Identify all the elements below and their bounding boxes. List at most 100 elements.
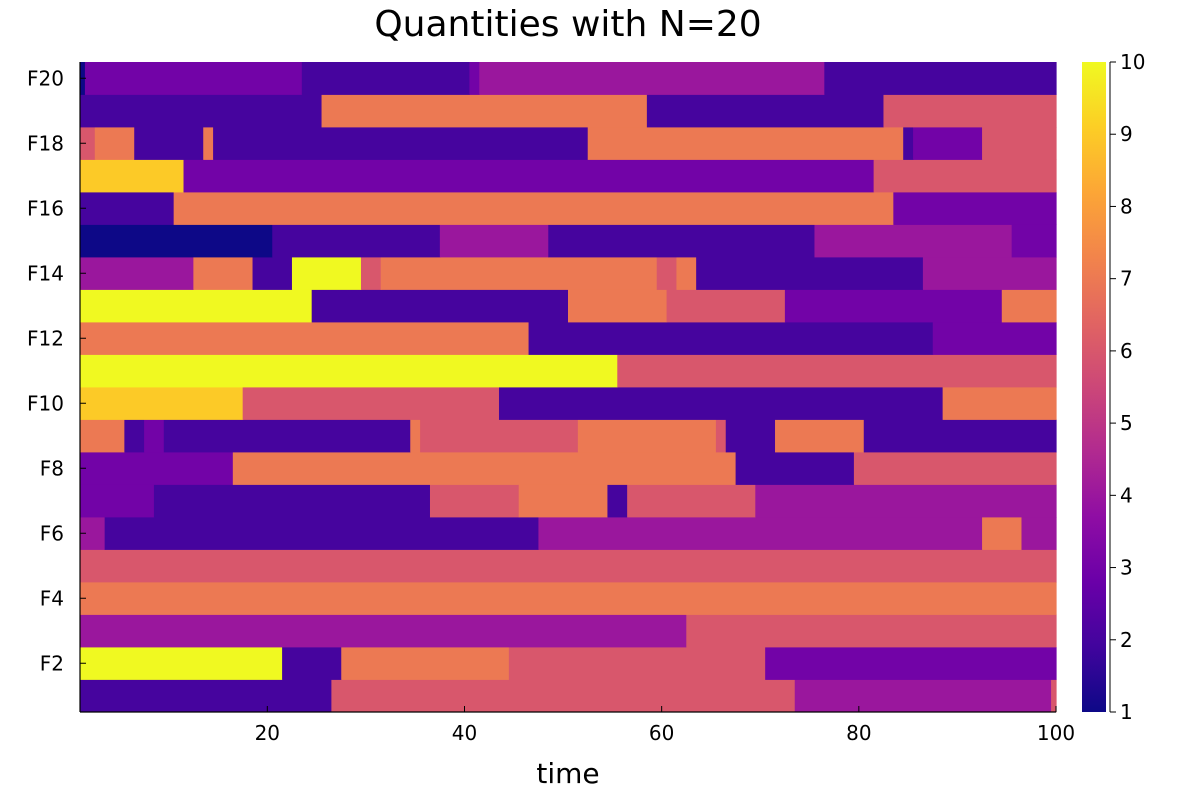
heatmap-cell xyxy=(80,452,234,485)
y-tick-label: F16 xyxy=(27,196,64,220)
colorbar-tick-label: 4 xyxy=(1120,483,1133,507)
heatmap-cell xyxy=(301,62,471,95)
heatmap-cell xyxy=(80,354,618,388)
x-tick-label: 80 xyxy=(846,721,871,745)
heatmap-cell xyxy=(80,647,283,680)
heatmap-cell xyxy=(80,387,244,420)
heatmap-cell xyxy=(1051,679,1057,713)
heatmap-cell xyxy=(518,484,609,518)
y-tick-label: F6 xyxy=(40,521,64,545)
heatmap-cell xyxy=(1011,224,1057,258)
x-tick-label: 20 xyxy=(255,721,280,745)
heatmap-cell xyxy=(420,419,579,453)
heatmap-cell xyxy=(183,159,875,193)
heatmap-cell xyxy=(360,257,382,290)
heatmap-cell xyxy=(341,647,510,680)
heatmap-cell xyxy=(942,387,1057,420)
y-tick-label: F14 xyxy=(27,261,64,285)
heatmap-cell xyxy=(528,322,934,355)
heatmap-cell xyxy=(84,62,303,95)
heatmap-cell xyxy=(696,257,924,290)
heatmap-cell xyxy=(824,62,1057,95)
heatmap-cell xyxy=(922,257,1057,290)
colorbar: 1 2 3 4 5 6 7 8 9 10 xyxy=(1082,50,1145,724)
heatmap-cell xyxy=(617,354,1057,388)
heatmap-cell xyxy=(80,224,273,258)
heatmap-cell xyxy=(666,289,786,323)
heatmap-cell xyxy=(548,224,816,258)
heatmap-cell xyxy=(932,322,1057,355)
colorbar-tick-label: 10 xyxy=(1120,50,1145,74)
x-tick-label: 60 xyxy=(649,721,674,745)
colorbar-tick-label: 5 xyxy=(1120,411,1133,435)
colorbar-tick-label: 7 xyxy=(1120,267,1133,291)
colorbar-tick-label: 6 xyxy=(1120,339,1133,363)
heatmap-cell xyxy=(794,679,1052,713)
heatmap-cell xyxy=(913,127,983,160)
colorbar-tick-label: 8 xyxy=(1120,194,1133,218)
heatmap-cell xyxy=(715,419,727,453)
heatmap-cell xyxy=(784,289,1003,323)
heatmap-cell xyxy=(232,452,737,485)
heatmap-cell xyxy=(80,322,530,355)
heatmap-cell xyxy=(1001,289,1057,323)
heatmap-cell xyxy=(163,419,411,453)
heatmap-cell xyxy=(94,127,135,160)
heatmap-cell xyxy=(735,452,855,485)
heatmap-cell xyxy=(508,647,766,680)
heatmap-cell xyxy=(380,257,658,290)
heatmap-cell xyxy=(646,94,885,128)
heatmap-cell xyxy=(893,192,1057,225)
heatmap-cell xyxy=(686,614,1057,648)
x-axis-label: time xyxy=(536,757,599,790)
heatmap-cell xyxy=(213,127,589,160)
heatmap-cell xyxy=(439,224,549,258)
heatmap-cell xyxy=(814,224,1013,258)
heatmap-cell xyxy=(765,647,1057,680)
heatmap-cell xyxy=(331,679,796,713)
heatmap-cell xyxy=(104,517,540,550)
heatmap-cell xyxy=(173,192,894,225)
heatmap-cell xyxy=(607,484,628,518)
y-tick-label: F18 xyxy=(27,131,64,155)
heatmap-cell xyxy=(498,387,944,420)
heatmap-cell xyxy=(242,387,500,420)
heatmap-cell xyxy=(725,419,776,453)
chart-title: Quantities with N=20 xyxy=(374,4,761,45)
heatmap-cell xyxy=(568,289,668,323)
x-tick-label: 40 xyxy=(452,721,477,745)
heatmap-cell xyxy=(577,419,717,453)
heatmap-cell xyxy=(291,257,362,290)
heatmap-cell xyxy=(656,257,678,290)
colorbar-gradient xyxy=(1082,62,1106,712)
heatmap-cells xyxy=(80,62,1057,713)
heatmap-cell xyxy=(627,484,756,518)
heatmap-cell xyxy=(755,484,1057,518)
y-tick-label: F20 xyxy=(27,66,64,90)
x-tick-label: 100 xyxy=(1037,721,1075,745)
heatmap-cell xyxy=(282,647,342,680)
heatmap-cell xyxy=(80,159,185,193)
y-tick-label: F4 xyxy=(40,586,64,610)
heatmap-cell xyxy=(80,127,96,160)
heatmap-cell xyxy=(80,679,332,713)
heatmap-cell xyxy=(80,549,1057,583)
heatmap-cell xyxy=(80,419,125,453)
heatmap-cell xyxy=(80,289,313,323)
heatmap-cell xyxy=(863,419,1057,453)
heatmap-cell xyxy=(203,127,214,160)
heatmap-cell xyxy=(883,94,1057,128)
heatmap-cell xyxy=(124,419,145,453)
heatmap-cell xyxy=(587,127,904,160)
heatmap-cell xyxy=(272,224,441,258)
heatmap-cell xyxy=(1021,517,1057,550)
plot-frame xyxy=(79,62,1056,713)
heatmap-cell xyxy=(479,62,825,95)
colorbar-tick-label: 1 xyxy=(1120,700,1133,724)
heatmap-cell xyxy=(853,452,1057,485)
heatmap-cell xyxy=(134,127,204,160)
y-tick-label: F2 xyxy=(40,651,64,675)
heatmap-cell xyxy=(775,419,865,453)
heatmap-cell xyxy=(311,289,569,323)
heatmap-cell xyxy=(873,159,1057,193)
